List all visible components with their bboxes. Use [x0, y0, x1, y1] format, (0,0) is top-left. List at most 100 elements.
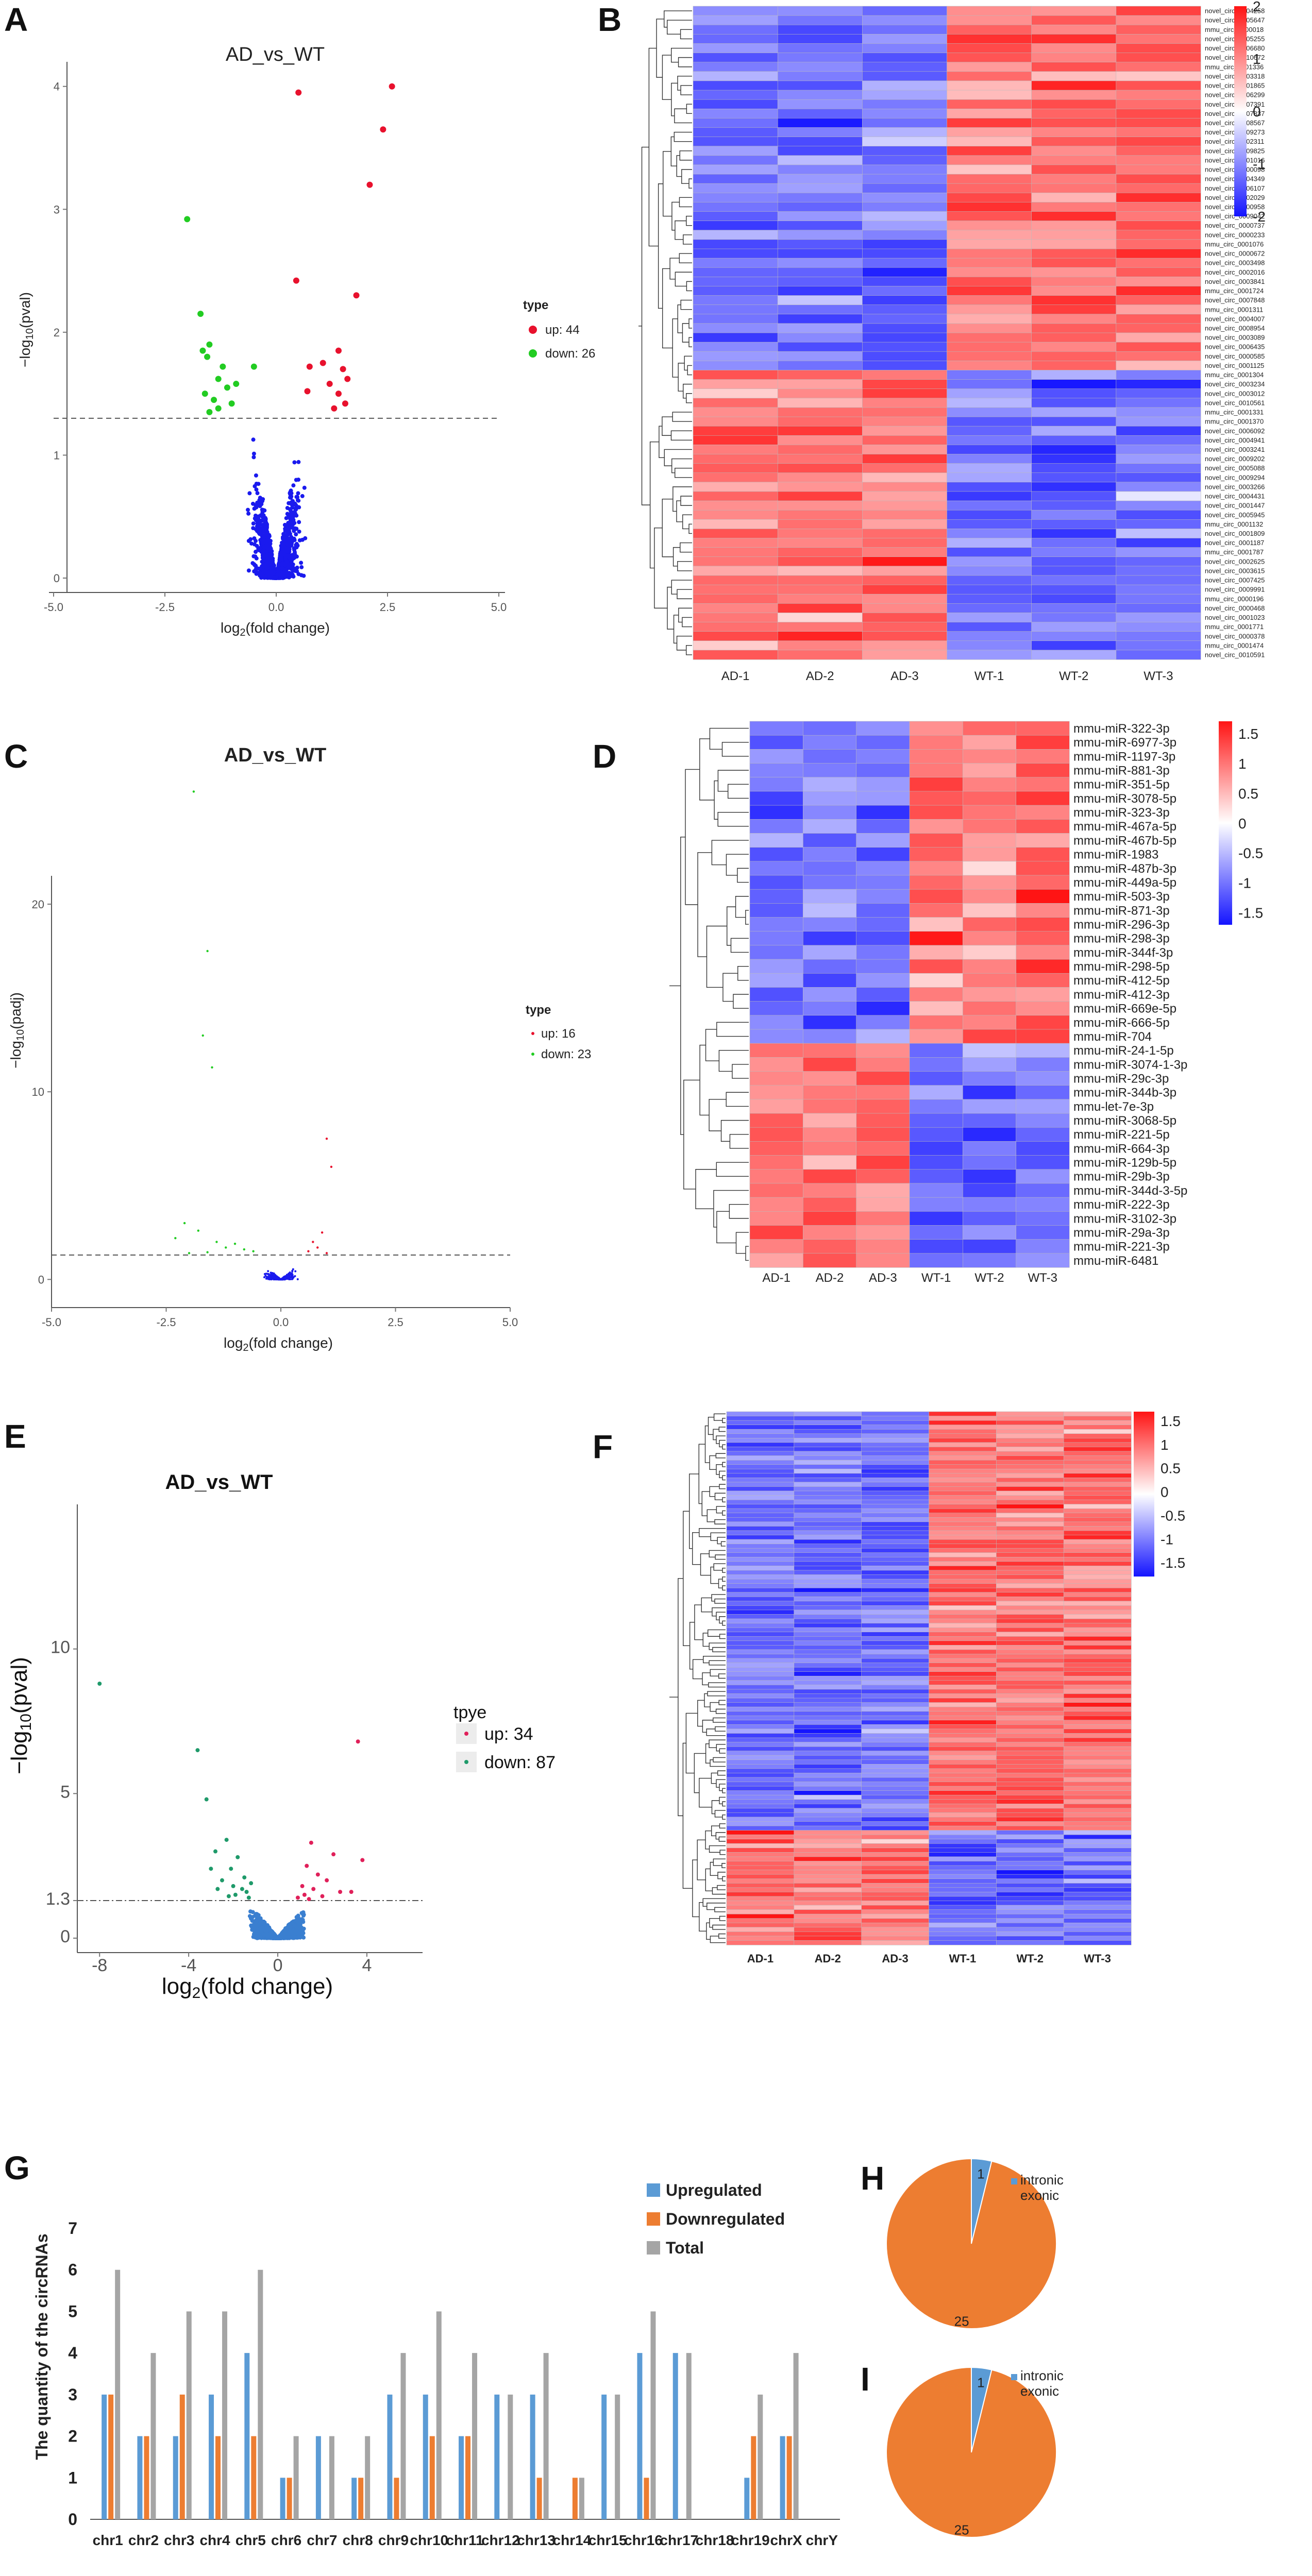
heatmap-cell: [803, 1155, 857, 1170]
up-point: [326, 381, 333, 387]
heatmap-cell: [1031, 631, 1117, 641]
heatmap-cell: [693, 416, 778, 427]
heatmap-cell: [947, 426, 1032, 436]
panel-a-legend-title: type: [523, 298, 548, 312]
row-label: novel_circ_0003498: [1205, 259, 1265, 267]
heatmap-cell: [947, 529, 1032, 539]
heatmap-cell: [777, 407, 863, 417]
ns-point: [297, 1931, 301, 1936]
ns-point: [261, 518, 265, 522]
heatmap-cell: [862, 594, 948, 604]
heatmap-cell: [693, 491, 778, 501]
heatmap-cell: [693, 482, 778, 492]
heatmap-cell: [947, 155, 1032, 165]
ns-point: [299, 573, 304, 578]
heatmap-cell: [777, 547, 863, 557]
ns-point: [257, 531, 261, 535]
down-point: [229, 1867, 233, 1871]
heatmap-cell: [1116, 155, 1201, 165]
heatmap-cell: [693, 211, 778, 222]
panel-a-nonsignificant-points: [246, 437, 308, 580]
heatmap-cell: [947, 108, 1032, 118]
heatmap-cell: [803, 1239, 857, 1254]
heatmap-cell: [803, 1015, 857, 1030]
heatmap-cell: [693, 43, 778, 54]
y-tick-label: 0: [38, 1273, 44, 1286]
ns-point: [274, 1277, 276, 1279]
heatmap-cell: [862, 575, 948, 585]
heatmap-cell: [1031, 594, 1117, 604]
heatmap-cell: [693, 221, 778, 231]
row-label: novel_circ_0009294: [1205, 473, 1265, 481]
ns-point: [258, 1926, 262, 1930]
dendrogram-branch: [720, 1541, 726, 1547]
ns-point: [291, 1270, 294, 1273]
row-label: mmu-miR-322-3p: [1073, 722, 1170, 736]
heatmap-cell: [862, 314, 948, 324]
dendrogram-branch: [707, 1691, 726, 1697]
row-label: mmu-miR-298-3p: [1073, 932, 1170, 946]
down-point: [228, 400, 235, 407]
heatmap-cell: [693, 398, 778, 408]
up-point: [307, 1250, 310, 1252]
ns-point: [254, 513, 258, 518]
heatmap-cell: [1116, 463, 1201, 473]
heatmap-cell: [856, 1015, 910, 1030]
down-point: [240, 1887, 244, 1891]
ns-point: [250, 1919, 255, 1923]
heatmap-cell: [749, 749, 803, 764]
dendrogram-branch: [672, 318, 679, 378]
row-label: novel_circ_0001187: [1205, 539, 1264, 547]
heatmap-cell: [693, 342, 778, 352]
heatmap-cell: [693, 575, 778, 585]
y-tick-label: 3: [54, 203, 60, 216]
ns-point: [265, 565, 270, 570]
dendrogram-branch: [671, 201, 680, 231]
row-label: novel_circ_0000378: [1205, 632, 1265, 640]
heatmap-cell: [1031, 99, 1117, 109]
dendrogram-branch: [659, 426, 665, 458]
heatmap-cell: [947, 538, 1032, 548]
down-point: [195, 1748, 200, 1753]
dendrogram-branch: [709, 1739, 726, 1748]
dendrogram-branch: [722, 1620, 726, 1626]
ns-point: [301, 1935, 306, 1940]
heatmap-cell: [963, 1099, 1017, 1114]
heatmap-cell: [749, 987, 803, 1002]
row-label: mmu_circ_0001076: [1205, 240, 1264, 248]
panel-d-colorbar: 1.510.50-0.5-1-1.5: [1219, 721, 1263, 925]
heatmap-cell: [1031, 258, 1117, 268]
heatmap-cell: [693, 108, 778, 118]
heatmap-cell: [777, 53, 863, 63]
dendrogram-branch: [729, 1134, 749, 1149]
row-label: mmu-miR-3074-1-3p: [1073, 1058, 1187, 1072]
heatmap-cell: [1031, 351, 1117, 361]
dendrogram-branch: [726, 1092, 749, 1107]
heatmap-cell: [963, 763, 1017, 778]
heatmap-cell: [1031, 146, 1117, 156]
heatmap-cell: [963, 1141, 1017, 1156]
panel-b-dendrogram: [638, 10, 692, 655]
panel-c-y-label: −log10(padj): [8, 992, 26, 1069]
heatmap-cell: [693, 454, 778, 464]
heatmap-cell: [1116, 519, 1201, 529]
row-label: novel_circ_0009202: [1205, 455, 1265, 463]
heatmap-cell: [749, 903, 803, 918]
heatmap-cell: [777, 137, 863, 147]
heatmap-cell: [1116, 295, 1201, 306]
heatmap-cell: [1116, 650, 1201, 660]
heatmap-cell: [803, 1099, 857, 1114]
heatmap-cell: [856, 749, 910, 764]
panel-e-legend-down-marker: [464, 1760, 468, 1764]
row-label: novel_circ_0004941: [1205, 436, 1265, 444]
heatmap-cell: [856, 791, 910, 806]
down-point: [226, 1894, 231, 1899]
heatmap-cell: [693, 258, 778, 268]
heatmap-cell: [947, 24, 1032, 35]
heatmap-cell: [693, 472, 778, 483]
heatmap-cell: [1016, 1015, 1070, 1030]
dendrogram-branch: [674, 467, 692, 478]
heatmap-cell: [862, 445, 948, 455]
dendrogram-branch: [716, 1744, 726, 1752]
heatmap-cell: [947, 90, 1032, 100]
